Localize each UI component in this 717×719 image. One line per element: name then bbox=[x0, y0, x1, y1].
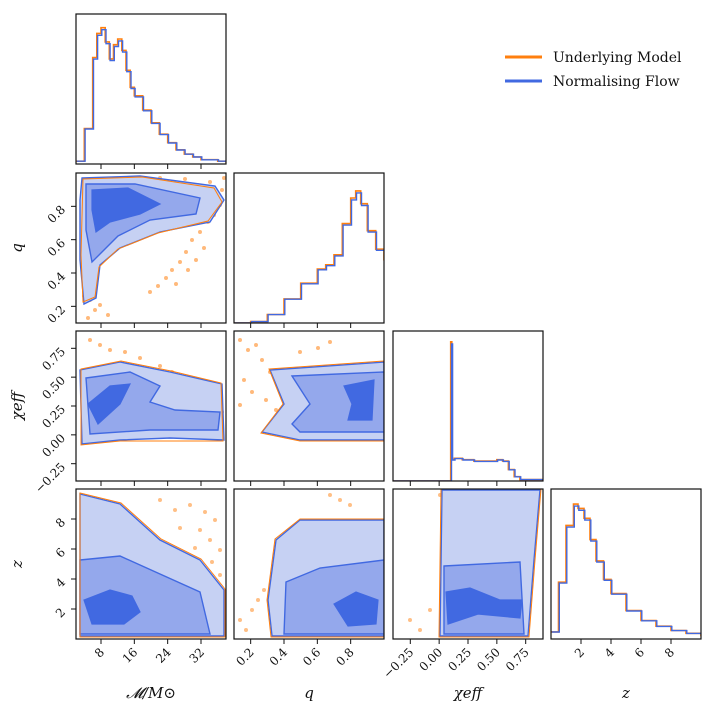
marginal-z bbox=[551, 503, 701, 637]
ylabel-q: q bbox=[8, 243, 26, 253]
frame-q-chi bbox=[233, 330, 385, 482]
frame-chi bbox=[392, 330, 544, 482]
joint-mc-z bbox=[79, 492, 226, 638]
xlabel-chi: χeff bbox=[453, 684, 485, 702]
ytick-label-z: 2 bbox=[53, 605, 68, 620]
hist-mc-flow bbox=[76, 29, 226, 162]
joint-q-chi bbox=[238, 338, 384, 442]
hist-z-flow bbox=[551, 505, 701, 635]
xtick-label-chi: 0.50 bbox=[474, 645, 503, 674]
ytick-label-q: 0.2 bbox=[45, 303, 68, 326]
ytick-label-chi: 0.75 bbox=[39, 345, 68, 374]
xtick-label-chi: −0.25 bbox=[381, 645, 417, 681]
xtick-label-mc: 8 bbox=[92, 645, 107, 660]
joint-q-z bbox=[238, 493, 384, 638]
contour-inner bbox=[83, 589, 141, 625]
xtick-label-chi: 0.25 bbox=[445, 645, 474, 674]
xtick-label-q: 0.2 bbox=[233, 645, 256, 668]
contour-inner bbox=[91, 187, 162, 234]
xtick-label-q: 0.6 bbox=[300, 645, 323, 668]
hist-q-underlying bbox=[234, 190, 384, 323]
frame-mc bbox=[75, 13, 227, 165]
contour-inner bbox=[333, 591, 379, 627]
ytick-label-q: 0.6 bbox=[45, 236, 68, 259]
ytick-label-chi: −0.25 bbox=[32, 460, 68, 496]
xtick-label-q: 0.8 bbox=[333, 645, 356, 668]
frame-mc-q bbox=[75, 172, 227, 324]
xtick-label-z: 2 bbox=[572, 645, 587, 660]
joint-mc-q bbox=[79, 175, 226, 320]
marginal-chi bbox=[393, 341, 543, 481]
contour-inner bbox=[343, 379, 375, 421]
hist-z-underlying bbox=[551, 503, 701, 637]
ytick-label-z: 8 bbox=[53, 515, 68, 530]
contour-orange-outer bbox=[438, 489, 542, 638]
scatter-orange bbox=[238, 493, 352, 632]
ytick-label-q: 0.4 bbox=[45, 269, 69, 293]
xtick-label-mc: 16 bbox=[120, 645, 141, 666]
xtick-label-z: 4 bbox=[602, 645, 618, 661]
contour-orange-outer bbox=[80, 360, 224, 446]
hist-mc-underlying bbox=[76, 26, 226, 163]
scatter-orange bbox=[158, 498, 222, 577]
ytick-label-z: 6 bbox=[53, 545, 68, 560]
xtick-label-mc: 24 bbox=[153, 645, 174, 666]
xtick-label-chi: 0.00 bbox=[416, 645, 445, 674]
legend: Underlying Model Normalising Flow bbox=[505, 50, 682, 90]
ytick-label-chi: 0.50 bbox=[39, 373, 68, 402]
contour-orange-outer bbox=[79, 492, 226, 638]
marginal-q bbox=[234, 190, 384, 323]
ytick-label-q: 0.8 bbox=[45, 203, 68, 226]
legend-label-underlying: Underlying Model bbox=[553, 50, 682, 66]
xtick-label-mc: 32 bbox=[186, 645, 207, 666]
contour-orange-outer bbox=[260, 360, 384, 442]
frame-q bbox=[233, 172, 385, 324]
xtick-label-z: 6 bbox=[632, 645, 647, 660]
joint-mc-chi bbox=[79, 338, 225, 446]
frame-z bbox=[550, 488, 702, 640]
xlabel-q: q bbox=[304, 684, 314, 702]
contour-orange-outer bbox=[266, 518, 384, 638]
xlabel-mc: 𝓜/M⊙ bbox=[126, 684, 176, 702]
xlabel-z: z bbox=[621, 684, 630, 702]
joint-chi-z bbox=[408, 489, 542, 638]
hist-q-flow bbox=[234, 192, 384, 323]
contour-inner bbox=[87, 383, 132, 425]
ytick-label-chi: 0.00 bbox=[39, 431, 68, 460]
ylabel-chi: χeff bbox=[8, 389, 26, 421]
xtick-label-q: 0.4 bbox=[267, 645, 291, 669]
hist-chi-flow bbox=[393, 343, 543, 481]
ytick-label-z: 4 bbox=[53, 575, 69, 591]
contour-orange-outer bbox=[80, 176, 223, 303]
xtick-label-z: 8 bbox=[662, 645, 677, 660]
ytick-label-chi: 0.25 bbox=[39, 402, 68, 431]
ylabel-z: z bbox=[8, 560, 26, 569]
xtick-label-chi: 0.75 bbox=[503, 645, 532, 674]
legend-label-flow: Normalising Flow bbox=[553, 74, 680, 90]
scatter-orange bbox=[238, 338, 332, 427]
contour-inner bbox=[445, 587, 523, 625]
marginal-mc bbox=[76, 26, 226, 163]
frame-mc-z bbox=[75, 488, 227, 640]
frame-q-z bbox=[233, 488, 385, 640]
